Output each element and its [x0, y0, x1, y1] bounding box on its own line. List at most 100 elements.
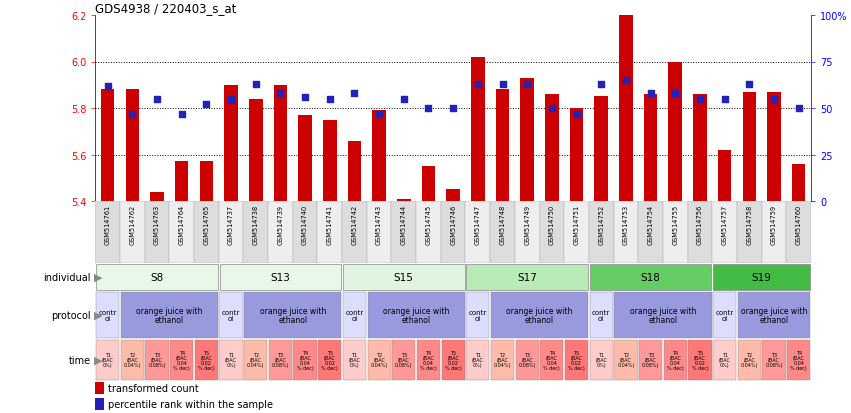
Point: [298, 94, 311, 101]
Text: GSM514743: GSM514743: [376, 204, 382, 244]
Text: GSM514762: GSM514762: [129, 204, 135, 245]
Bar: [590, 293, 613, 338]
Bar: [639, 340, 662, 380]
Text: T2
(BAC
0.04%): T2 (BAC 0.04%): [494, 353, 511, 368]
Bar: [712, 202, 737, 263]
Bar: [638, 202, 663, 263]
Bar: [614, 202, 638, 263]
Bar: [422, 167, 435, 202]
Bar: [391, 202, 416, 263]
Bar: [644, 95, 657, 202]
Text: GSM514751: GSM514751: [574, 204, 580, 244]
Point: [421, 105, 435, 112]
Text: T3
(BAC
0.08%): T3 (BAC 0.08%): [518, 353, 536, 368]
Text: GSM514757: GSM514757: [722, 204, 728, 245]
Bar: [220, 293, 243, 338]
Bar: [243, 202, 268, 263]
Text: T4
(BAC
0.04
% dec): T4 (BAC 0.04 % dec): [544, 350, 560, 370]
Bar: [694, 95, 706, 202]
Text: ▶: ▶: [94, 272, 103, 282]
Bar: [713, 340, 736, 380]
Bar: [540, 202, 564, 263]
Text: GSM514741: GSM514741: [327, 204, 333, 244]
Bar: [737, 202, 762, 263]
Bar: [786, 202, 811, 263]
Text: GSM514745: GSM514745: [426, 204, 431, 245]
Bar: [762, 340, 785, 380]
Point: [717, 96, 731, 103]
Text: T4
(BAC
0.04
% dec): T4 (BAC 0.04 % dec): [174, 350, 190, 370]
Bar: [342, 202, 367, 263]
Bar: [343, 264, 465, 290]
Bar: [663, 202, 688, 263]
Bar: [792, 164, 805, 202]
Point: [668, 90, 682, 97]
Text: T1
(BAC
0%): T1 (BAC 0%): [349, 353, 360, 368]
Point: [372, 111, 386, 118]
Text: GSM514750: GSM514750: [549, 204, 555, 245]
Text: T1
(BAC
0%): T1 (BAC 0%): [596, 353, 607, 368]
Text: S19: S19: [751, 272, 772, 282]
Bar: [466, 340, 489, 380]
Bar: [762, 202, 786, 263]
Point: [174, 111, 188, 118]
Text: GSM514759: GSM514759: [771, 204, 777, 244]
Bar: [95, 202, 120, 263]
Text: S17: S17: [517, 272, 537, 282]
Text: contr
ol: contr ol: [99, 309, 117, 321]
Bar: [595, 97, 608, 202]
Text: GSM514739: GSM514739: [277, 204, 283, 244]
Bar: [348, 141, 361, 202]
Bar: [169, 202, 194, 263]
Text: orange juice with
ethanol: orange juice with ethanol: [260, 306, 326, 325]
Text: S18: S18: [641, 272, 660, 282]
Bar: [323, 120, 336, 202]
Bar: [620, 14, 632, 202]
Bar: [442, 340, 465, 380]
Text: GSM514756: GSM514756: [697, 204, 703, 245]
Bar: [219, 202, 243, 263]
Bar: [491, 293, 588, 338]
Text: GSM514742: GSM514742: [351, 204, 357, 245]
Bar: [126, 90, 139, 202]
Text: T1
(BAC
0%): T1 (BAC 0%): [226, 353, 237, 368]
Point: [693, 96, 706, 103]
Point: [100, 83, 114, 90]
Text: T5
(BAC
0.02
% dec): T5 (BAC 0.02 % dec): [445, 350, 461, 370]
Bar: [564, 202, 589, 263]
Point: [125, 111, 139, 118]
Bar: [244, 293, 341, 338]
Bar: [392, 340, 415, 380]
Point: [767, 96, 780, 103]
Bar: [416, 202, 441, 263]
Bar: [397, 199, 410, 202]
Text: transformed count: transformed count: [108, 383, 199, 393]
Text: GSM514760: GSM514760: [796, 204, 802, 245]
Text: GSM514753: GSM514753: [623, 204, 629, 244]
Text: T4
(BAC
0.04
% dec): T4 (BAC 0.04 % dec): [297, 350, 313, 370]
Bar: [570, 109, 583, 202]
Text: orange juice with
ethanol: orange juice with ethanol: [741, 306, 807, 325]
Bar: [170, 340, 193, 380]
Text: GSM514738: GSM514738: [253, 204, 259, 244]
Text: contr
ol: contr ol: [469, 309, 487, 321]
Bar: [664, 340, 687, 380]
Bar: [447, 190, 460, 202]
Bar: [200, 162, 213, 202]
Text: S13: S13: [271, 272, 290, 282]
Point: [150, 96, 163, 103]
Bar: [614, 293, 711, 338]
Bar: [220, 264, 341, 290]
Text: T2
(BAC
0.04%): T2 (BAC 0.04%): [247, 353, 265, 368]
Bar: [225, 85, 237, 202]
Text: GSM514744: GSM514744: [401, 204, 407, 245]
Text: GSM514737: GSM514737: [228, 204, 234, 244]
Bar: [466, 264, 588, 290]
Text: T4
(BAC
0.04
% dec): T4 (BAC 0.04 % dec): [667, 350, 683, 370]
Text: orange juice with
ethanol: orange juice with ethanol: [630, 306, 696, 325]
Bar: [220, 340, 243, 380]
Point: [791, 105, 805, 112]
Text: GSM514747: GSM514747: [475, 204, 481, 245]
Bar: [274, 85, 287, 202]
Text: GSM514740: GSM514740: [302, 204, 308, 245]
